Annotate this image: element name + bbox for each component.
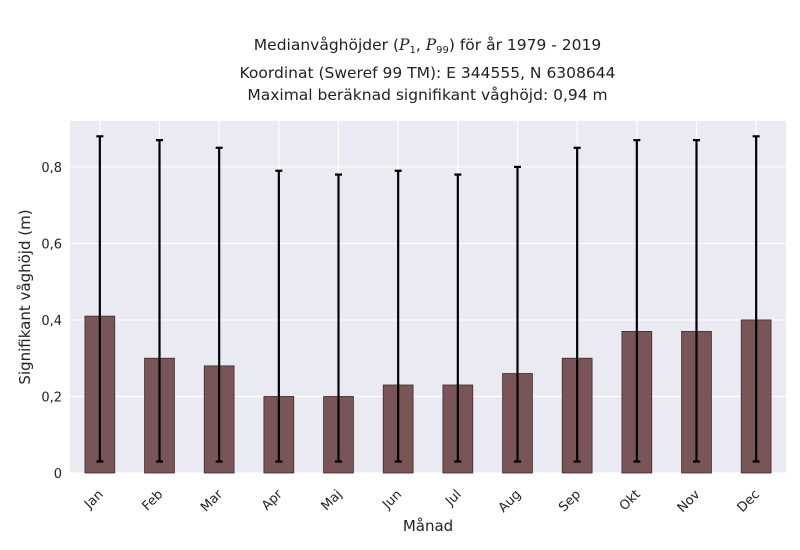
x-tick-label: Maj <box>319 487 346 514</box>
title-line-2: Koordinat (Sweref 99 TM): E 344555, N 63… <box>239 64 616 82</box>
x-tick-label: Jun <box>379 487 405 513</box>
title-line-3: Maximal beräknad signifikant våghöjd: 0,… <box>247 86 608 104</box>
x-tick-label: Okt <box>617 487 644 514</box>
error-bar-maj <box>335 173 342 463</box>
x-tick-label: Sep <box>556 487 584 515</box>
error-bar-jan <box>96 135 104 463</box>
x-tick-label: Feb <box>139 487 166 514</box>
x-tick-label: Apr <box>259 487 286 514</box>
plot-area <box>70 121 786 473</box>
y-tick-label: 0,8 <box>41 161 62 176</box>
error-bar-dec <box>752 135 760 463</box>
y-tick-label: 0,4 <box>41 314 62 329</box>
y-tick-label: 0 <box>54 467 62 482</box>
error-bar-nov <box>693 139 700 463</box>
y-tick-labels: 0 0,2 0,4 0,6 0,8 <box>41 161 62 482</box>
error-bar-jun <box>394 169 402 463</box>
x-tick-label: Jan <box>81 487 106 512</box>
error-bar-apr <box>275 169 283 463</box>
error-bar-jul <box>454 173 462 463</box>
x-tick-label: Mar <box>198 487 226 515</box>
error-bar-okt <box>633 139 641 463</box>
x-tick-label: Aug <box>496 487 525 516</box>
error-bar-mar <box>215 146 223 463</box>
x-tick-label: Nov <box>675 487 704 516</box>
x-tick-label: Jul <box>442 487 464 509</box>
error-bar-aug <box>514 165 521 463</box>
y-axis-label: Signifikant våghöjd (m) <box>16 209 34 384</box>
x-tick-label: Dec <box>735 487 763 515</box>
error-bar-feb <box>156 139 163 463</box>
y-tick-label: 0,6 <box>41 237 62 252</box>
error-bars <box>96 135 760 463</box>
title-line-1: Medianvåghöjder (P1, P99) för år 1979 - … <box>253 36 602 56</box>
x-tick-labels: Jan Feb Mar Apr Maj Jun Jul Aug Sep Okt Nov Dec <box>81 487 763 516</box>
chart-title: Medianvåghöjder (P1, P99) för år 1979 - … <box>0 34 800 106</box>
error-bar-sep <box>573 146 581 463</box>
y-tick-label: 0,2 <box>41 390 62 405</box>
x-axis-label: Månad <box>403 517 453 535</box>
